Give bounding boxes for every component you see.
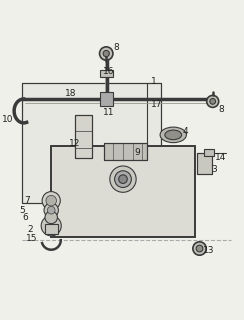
Text: 17: 17 [151,100,162,109]
Text: 8: 8 [218,105,224,114]
Text: 6: 6 [22,213,28,222]
Bar [204,149,214,156]
Text: 12: 12 [70,139,81,148]
Circle shape [103,51,109,57]
Bar [197,153,212,174]
Bar [51,146,195,236]
Bar [44,224,58,234]
Circle shape [193,242,206,255]
Circle shape [119,175,127,183]
Bar [22,84,161,203]
Text: 13: 13 [203,246,215,255]
Text: 16: 16 [103,67,114,76]
Text: 5: 5 [20,206,25,215]
Circle shape [100,47,113,60]
Circle shape [46,196,56,206]
Text: 4: 4 [182,127,188,136]
Bar [75,115,92,158]
Circle shape [42,192,60,210]
Bar [104,143,147,160]
Text: 15: 15 [26,235,38,244]
Bar [100,92,113,106]
Circle shape [196,245,203,252]
Bar [197,153,212,174]
Text: 1: 1 [151,76,157,85]
Text: 7: 7 [24,196,30,205]
Circle shape [110,166,136,192]
Bar [22,84,161,203]
Circle shape [210,99,216,104]
Circle shape [115,171,131,188]
Circle shape [44,203,58,217]
Text: 14: 14 [215,153,227,162]
Text: 3: 3 [211,165,217,174]
Circle shape [47,206,55,214]
Text: 2: 2 [27,225,32,234]
Text: 8: 8 [113,43,119,52]
Circle shape [41,216,61,236]
Bar [100,70,113,77]
Bar [51,146,195,236]
Circle shape [207,95,219,108]
Circle shape [45,211,57,224]
Ellipse shape [165,130,182,140]
Text: 10: 10 [2,115,14,124]
Bar [104,143,147,160]
Text: 18: 18 [65,89,76,98]
Bar [75,115,92,158]
Text: 9: 9 [134,148,140,157]
Ellipse shape [160,127,186,143]
Text: 11: 11 [103,108,114,117]
